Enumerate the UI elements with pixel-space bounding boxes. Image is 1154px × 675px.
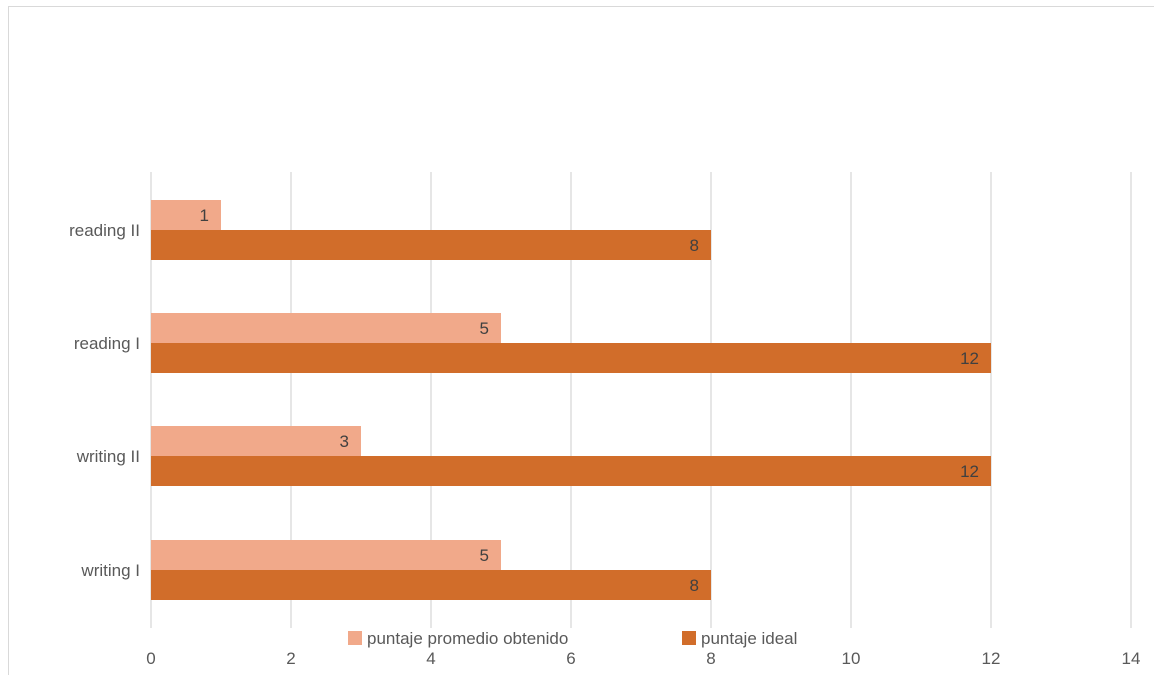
bar-ideal bbox=[151, 456, 991, 486]
legend-swatch bbox=[348, 631, 362, 645]
gridlines bbox=[150, 172, 1132, 628]
x-tick-label: 6 bbox=[566, 649, 575, 668]
data-label: 1 bbox=[200, 206, 209, 225]
bar-obtained bbox=[151, 426, 361, 456]
x-tick-label: 4 bbox=[426, 649, 435, 668]
data-label: 5 bbox=[480, 319, 489, 338]
bar-obtained bbox=[151, 200, 221, 230]
data-label: 12 bbox=[960, 462, 979, 481]
x-tick-label: 8 bbox=[706, 649, 715, 668]
x-tick-label: 0 bbox=[146, 649, 155, 668]
category-label: writing I bbox=[80, 561, 140, 580]
category-axis-labels: writing I writing II reading I reading II bbox=[69, 221, 140, 580]
x-tick-label: 12 bbox=[982, 649, 1001, 668]
bar-ideal bbox=[151, 230, 711, 260]
bars bbox=[151, 200, 991, 600]
x-tick-label: 2 bbox=[286, 649, 295, 668]
data-label: 5 bbox=[480, 546, 489, 565]
bar-ideal bbox=[151, 570, 711, 600]
legend: puntaje promedio obtenido puntaje ideal bbox=[348, 629, 797, 648]
legend-label: puntaje ideal bbox=[701, 629, 797, 648]
category-label: reading I bbox=[74, 334, 140, 353]
data-label: 3 bbox=[340, 432, 349, 451]
chart-frame bbox=[8, 6, 1154, 675]
data-labels: 5 8 3 12 5 12 1 8 bbox=[200, 206, 979, 595]
value-axis-labels: 0 2 4 6 8 10 12 14 bbox=[146, 649, 1140, 668]
x-tick-label: 14 bbox=[1122, 649, 1141, 668]
bar-obtained bbox=[151, 540, 501, 570]
x-tick-label: 10 bbox=[842, 649, 861, 668]
data-label: 12 bbox=[960, 349, 979, 368]
legend-label: puntaje promedio obtenido bbox=[367, 629, 568, 648]
bar-obtained bbox=[151, 313, 501, 343]
legend-swatch bbox=[682, 631, 696, 645]
data-label: 8 bbox=[690, 236, 699, 255]
bar-ideal bbox=[151, 343, 991, 373]
category-label: reading II bbox=[69, 221, 140, 240]
data-label: 8 bbox=[690, 576, 699, 595]
category-label: writing II bbox=[76, 447, 140, 466]
